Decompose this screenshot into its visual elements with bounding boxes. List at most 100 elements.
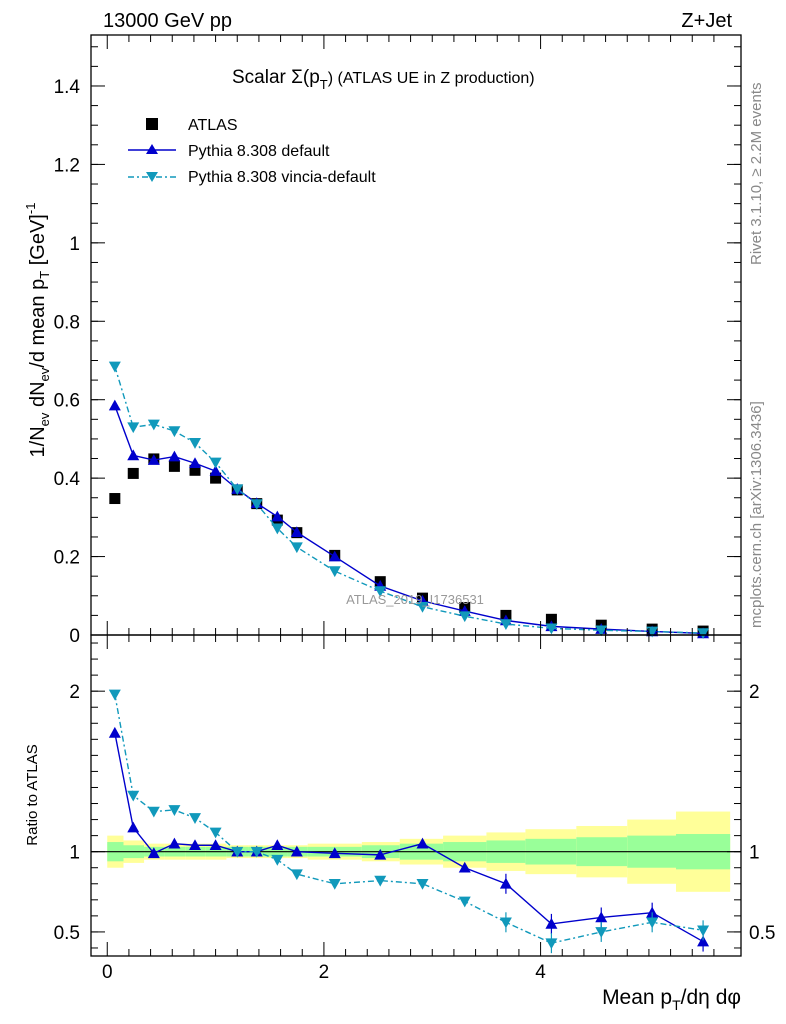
analysis-watermark: ATLAS_2019_I1736531 <box>346 592 484 607</box>
ratio-plot-frame <box>90 634 742 957</box>
ratio-vincia-default-point <box>147 806 160 818</box>
vincia-default-point <box>108 361 121 373</box>
ratio-vincia-default-line <box>114 694 704 944</box>
main-y-tick-label: 1.4 <box>54 77 81 98</box>
vincia-default-point <box>189 438 201 449</box>
plot-title-sub: T <box>320 77 328 92</box>
ratio-pythia-default-point <box>458 861 471 873</box>
atlas-data-point <box>210 472 222 484</box>
legend-label-pythia-default: Pythia 8.308 default <box>188 143 330 160</box>
vincia-default-point <box>168 426 181 438</box>
main-y-tick-label: 0.8 <box>54 312 80 333</box>
ratio-vincia-default-point <box>646 917 659 929</box>
ratio-pythia-default-point <box>374 848 387 860</box>
atlas-data-point <box>109 493 121 505</box>
x-tick-label: 0 <box>102 962 113 983</box>
x-axis-label: Mean pT/dη dφ <box>602 986 741 1013</box>
xlabel-sub-1: T <box>672 997 681 1013</box>
ratio-pythia-default-point <box>499 877 512 889</box>
ratio-vincia-default-point <box>328 878 341 890</box>
ratio-pythia-default-point <box>416 837 429 849</box>
ratio-pythia-default-point <box>595 911 608 923</box>
atlas-data-point <box>545 613 557 625</box>
vincia-default-point <box>697 628 710 640</box>
pythia-default-point <box>189 457 201 469</box>
ylabel-part-2: dN <box>27 381 49 412</box>
xlabel-part-1: Mean p <box>602 986 672 1009</box>
vincia-default-point <box>595 625 608 637</box>
ratio-vincia-default-point <box>595 927 608 938</box>
ratio-y-tick-label-right: 2 <box>749 682 760 703</box>
ratio-vincia-default-point <box>108 689 121 701</box>
atlas-data-point <box>168 460 180 472</box>
vincia-default-point <box>231 484 244 496</box>
main-y-tick-label: 0.2 <box>54 548 80 569</box>
ratio-pythia-default-point <box>168 837 181 849</box>
plot-title-rest: ) (ATLAS UE in Z production) <box>328 70 535 87</box>
ratio-vincia-default-point <box>416 878 429 890</box>
ylabel-sub-1: ev <box>37 412 52 426</box>
vincia-default-point <box>250 499 263 511</box>
ratio-pythia-default-point <box>646 906 659 918</box>
ylabel-sub-3: T <box>37 271 52 279</box>
ratio-vincia-default-point <box>189 813 201 824</box>
plot-title-sigma: Σ(p <box>291 67 320 88</box>
x-tick-label: 4 <box>535 962 546 983</box>
ylabel-part-4: [GeV] <box>27 214 49 271</box>
ylabel-part-1: 1/N <box>27 426 49 457</box>
ylabel-part-3: /d mean p <box>27 279 49 368</box>
pythia-default-point <box>108 399 121 411</box>
pythia-default-point <box>127 449 140 461</box>
ratio-pythia-default-point <box>127 821 140 833</box>
ratio-y-tick-label-left: 1 <box>69 843 80 864</box>
ratio-pythia-default-point <box>545 917 558 929</box>
header-left: 13000 GeV pp <box>103 10 232 32</box>
ratio-vincia-default-point <box>374 875 387 887</box>
vincia-default-point <box>271 523 284 535</box>
ratio-y-tick-label-left: 2 <box>69 682 80 703</box>
vincia-default-point <box>290 542 303 554</box>
vincia-default-point <box>416 601 429 613</box>
ratio-pythia-default-point <box>328 847 341 859</box>
rivet-version-text: Rivet 3.1.10, ≥ 2.2M events <box>748 83 765 266</box>
ylabel-sup: -1 <box>23 203 38 215</box>
ratio-pythia-default-point <box>271 839 284 851</box>
ratio-vincia-default-point <box>499 917 512 929</box>
ratio-pythia-default-point <box>290 845 303 857</box>
vincia-default-point <box>545 623 558 635</box>
ylabel-sub-2: ev <box>37 367 52 381</box>
pythia-default-point <box>328 550 341 562</box>
main-y-tick-label: 0.4 <box>54 469 81 490</box>
ratio-vincia-default-point <box>545 938 558 950</box>
ratio-vincia-default-point <box>250 846 263 858</box>
main-y-tick-label: 1 <box>69 234 80 255</box>
ratio-y-tick-label-right: 0.5 <box>749 923 775 944</box>
vincia-default-point <box>328 566 341 578</box>
xlabel-part-2: /dη dφ <box>681 986 741 1009</box>
main-y-tick-label: 0.6 <box>54 391 80 412</box>
vincia-default-point <box>374 586 387 598</box>
pythia-default-point <box>290 526 303 538</box>
ratio-vincia-default-point <box>458 896 471 908</box>
main-y-tick-label: 1.2 <box>54 155 80 176</box>
ratio-vincia-default-point <box>209 827 222 839</box>
ratio-y-tick-label-right: 1 <box>749 843 760 864</box>
ratio-vincia-default-point <box>271 854 284 866</box>
ratio-y-tick-label-left: 0.5 <box>54 923 80 944</box>
series-marks <box>108 361 710 954</box>
ratio-y-axis-label: Ratio to ATLAS <box>24 744 41 845</box>
ratio-vincia-default-point <box>697 925 710 937</box>
ratio-pythia-default-point <box>108 726 121 738</box>
plot-title: Scalar Σ(pT) (ATLAS UE in Z production) <box>232 67 535 92</box>
pythia-default-point <box>271 510 284 522</box>
mcplots-reference-text: mcplots.cern.ch [arXiv:1306.3436] <box>748 401 765 628</box>
legend-marker-vincia <box>146 172 158 182</box>
vincia-default-point <box>499 619 512 631</box>
vincia-default-point <box>458 611 471 623</box>
legend-label-vincia: Pythia 8.308 vincia-default <box>188 169 376 186</box>
ratio-vincia-default-point <box>290 869 303 881</box>
axis-ticks: 0 0.2 0.4 0.6 0.8 1 1.2 1.4 0.5 0.5 1 1 2 2 0 2 4 <box>54 35 775 983</box>
vincia-default-point <box>127 422 140 434</box>
pythia-default-point <box>147 454 160 465</box>
